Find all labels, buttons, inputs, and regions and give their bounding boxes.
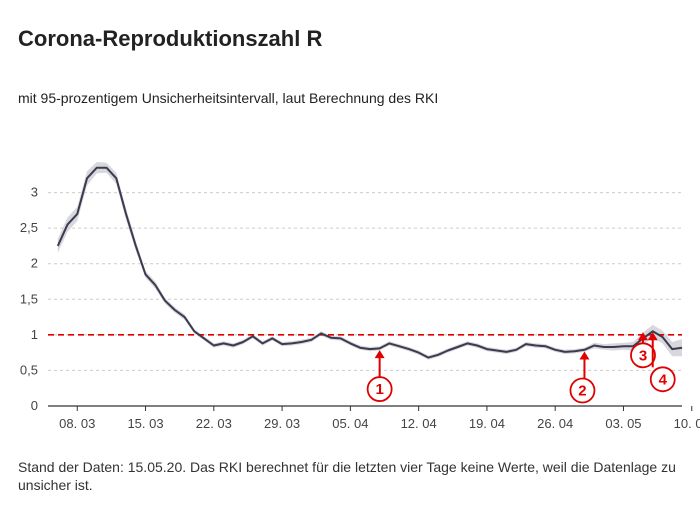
x-tick-label: 12. 04 xyxy=(401,416,437,430)
y-tick-label: 1,5 xyxy=(20,291,38,306)
r-value-line xyxy=(56,166,683,359)
x-tick-label: 26. 04 xyxy=(537,416,573,430)
annotation-arrowhead xyxy=(579,351,590,360)
grid-lines xyxy=(48,192,682,371)
data-footnote: Stand der Daten: 15.05.20. Das RKI berec… xyxy=(18,459,676,493)
x-tick-label: 15. 03 xyxy=(127,416,163,430)
annotation-label: 1 xyxy=(375,381,383,398)
x-tick-label: 29. 03 xyxy=(264,416,300,430)
chart-title: Corona-Reproduktionszahl R xyxy=(18,26,323,51)
chart-subtitle: mit 95-prozentigem Unsicherheitsinterval… xyxy=(18,90,439,106)
y-tick-label: 2,5 xyxy=(20,220,38,235)
y-tick-label: 1 xyxy=(31,327,38,342)
annotation-arrowhead xyxy=(374,350,385,359)
annotation-label: 3 xyxy=(639,347,647,364)
x-tick-label: 08. 03 xyxy=(59,416,95,430)
x-tick-label: 10. 05 xyxy=(674,416,700,430)
x-axis-ticks: 08. 03 15. 03 22. 03 29. 03 05. 04 12. 04 19. … xyxy=(59,406,700,430)
annotation-circle xyxy=(569,377,596,404)
x-tick-label: 19. 04 xyxy=(469,416,505,430)
y-tick-label: 3 xyxy=(31,185,38,200)
annotation-label: 2 xyxy=(578,383,586,400)
confidence-band-layer xyxy=(57,162,683,360)
y-tick-label: 0 xyxy=(31,398,38,413)
x-tick-label: 03. 05 xyxy=(605,416,641,430)
annotation-arrowhead xyxy=(637,332,648,341)
r-value-chart: 0 0,5 1 1,5 2 2,5 3 08. 03 15. 03 22. 03 29. 03 05… xyxy=(20,162,700,430)
y-axis-ticks: 0 0,5 1 1,5 2 2,5 3 xyxy=(20,185,38,413)
annotation-arrowhead xyxy=(647,332,658,341)
annotation-circle xyxy=(649,366,676,393)
x-tick-label: 05. 04 xyxy=(332,416,368,430)
confidence-band xyxy=(57,162,683,360)
annotation-circle xyxy=(630,342,656,369)
annotation-markers: 1 2 34 xyxy=(366,332,676,404)
y-tick-label: 0,5 xyxy=(20,362,38,377)
r-line-layer xyxy=(56,166,683,359)
annotation-label: 4 xyxy=(659,371,668,388)
annotation-circle xyxy=(366,376,393,402)
x-tick-label: 22. 03 xyxy=(196,416,232,430)
y-tick-label: 2 xyxy=(31,256,38,271)
